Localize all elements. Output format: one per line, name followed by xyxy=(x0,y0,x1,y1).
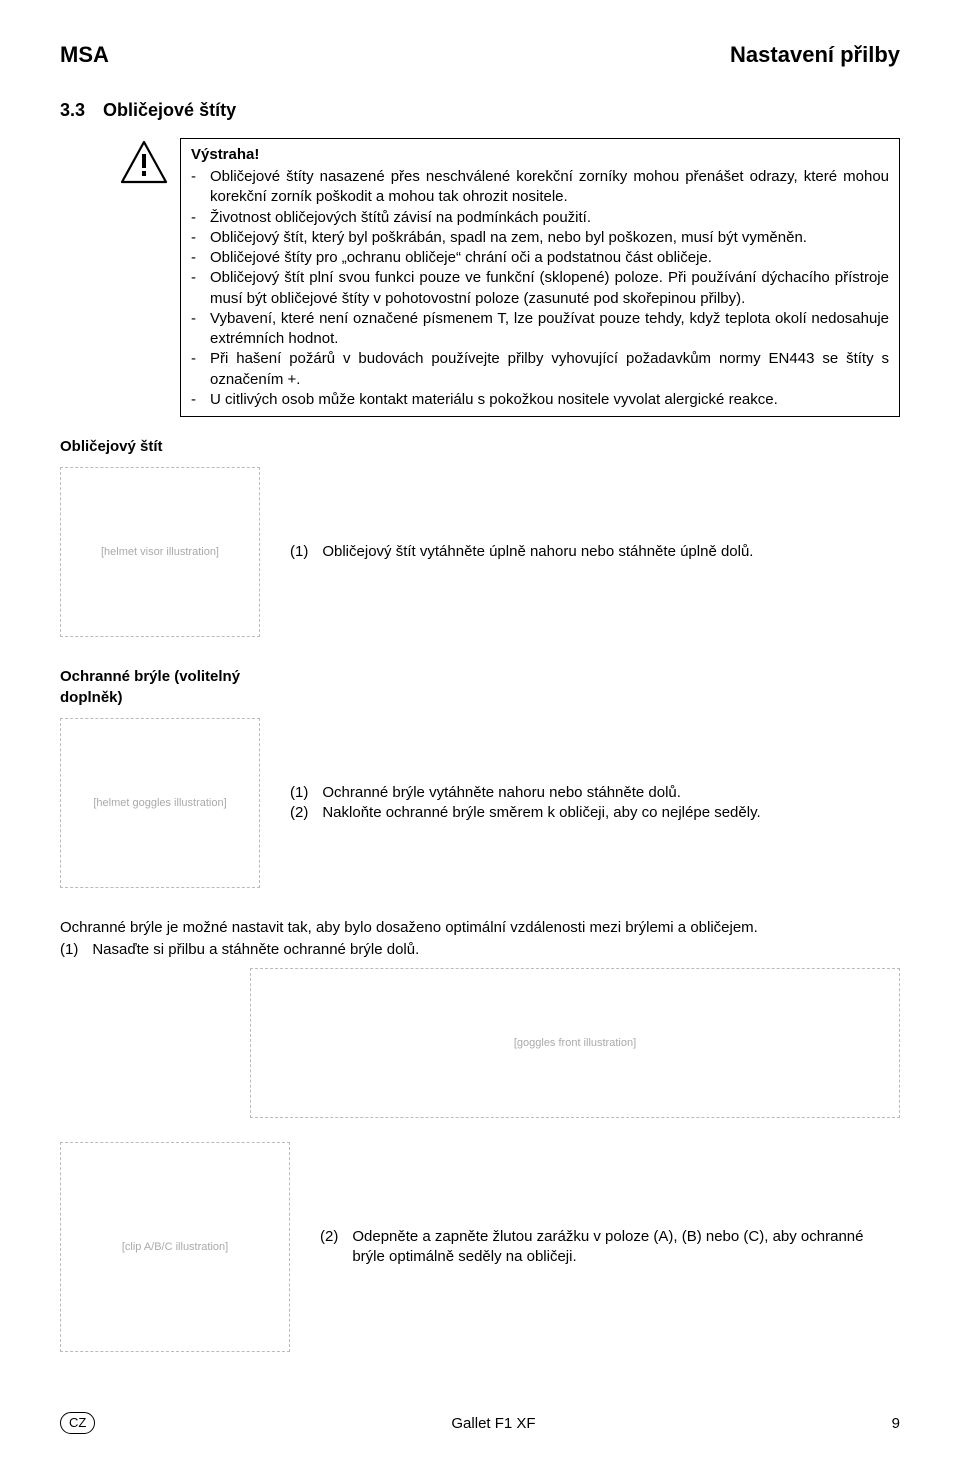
goggles-figure: [helmet goggles illustration] xyxy=(60,718,260,888)
face-shield-steps: (1) Obličejový štít vytáhněte úplně naho… xyxy=(290,542,753,562)
step-number: (2) xyxy=(290,803,308,823)
warning-item: Při hašení požárů v budovách používejte … xyxy=(210,349,889,390)
warning-item: Obličejové štíty nasazené přes neschvále… xyxy=(210,167,889,208)
step-text: Nakloňte ochranné brýle směrem k obličej… xyxy=(322,803,760,823)
step-text: Obličejový štít vytáhněte úplně nahoru n… xyxy=(322,542,753,562)
warning-item: Obličejový štít, který byl poškrábán, sp… xyxy=(210,228,889,248)
goggle-adjust-intro: Ochranné brýle je možné nastavit tak, ab… xyxy=(60,918,900,938)
step-number: (1) xyxy=(290,542,308,562)
goggles-steps: (1) Ochranné brýle vytáhněte nahoru nebo… xyxy=(290,783,761,824)
header-right: Nastavení přilby xyxy=(730,40,900,70)
warning-title: Výstraha! xyxy=(191,145,889,165)
warning-item: Obličejový štít plní svou funkci pouze v… xyxy=(210,268,889,309)
header-left: MSA xyxy=(60,40,109,70)
clip-figure: [clip A/B/C illustration] xyxy=(60,1142,290,1352)
goggle-adjust-step2: (2) Odepněte a zapněte žlutou zarážku v … xyxy=(320,1227,900,1268)
step-text: Nasaďte si přilbu a stáhněte ochranné br… xyxy=(92,940,900,960)
warning-box: Výstraha! -Obličejové štíty nasazené pře… xyxy=(180,138,900,417)
cz-badge: CZ xyxy=(60,1412,95,1434)
face-shield-figure: [helmet visor illustration] xyxy=(60,467,260,637)
face-shield-heading: Obličejový štít xyxy=(60,437,900,457)
footer-center: Gallet F1 XF xyxy=(95,1414,891,1434)
section-number: 3.3 xyxy=(60,98,85,122)
page-number: 9 xyxy=(892,1414,900,1434)
warning-item: Obličejové štíty pro „ochranu obličeje“ … xyxy=(210,248,889,268)
warning-icon xyxy=(120,138,168,417)
step-text: Ochranné brýle vytáhněte nahoru nebo stá… xyxy=(322,783,760,803)
warning-item: Životnost obličejových štítů závisí na p… xyxy=(210,208,889,228)
goggles-front-figure: [goggles front illustration] xyxy=(250,968,900,1118)
goggles-heading: Ochranné brýle (volitelný doplněk) xyxy=(60,667,300,708)
step-text: Odepněte a zapněte žlutou zarážku v polo… xyxy=(352,1227,900,1268)
warning-item: Vybavení, které není označené písmenem T… xyxy=(210,309,889,350)
section-title: Obličejové štíty xyxy=(103,98,236,122)
step-number: (1) xyxy=(290,783,308,803)
step-number: (2) xyxy=(320,1227,338,1268)
warning-list: -Obličejové štíty nasazené přes neschvál… xyxy=(191,167,889,410)
warning-item: U citlivých osob může kontakt materiálu … xyxy=(210,390,889,410)
goggle-adjust-step1: (1) Nasaďte si přilbu a stáhněte ochrann… xyxy=(60,940,900,960)
step-number: (1) xyxy=(60,940,78,960)
